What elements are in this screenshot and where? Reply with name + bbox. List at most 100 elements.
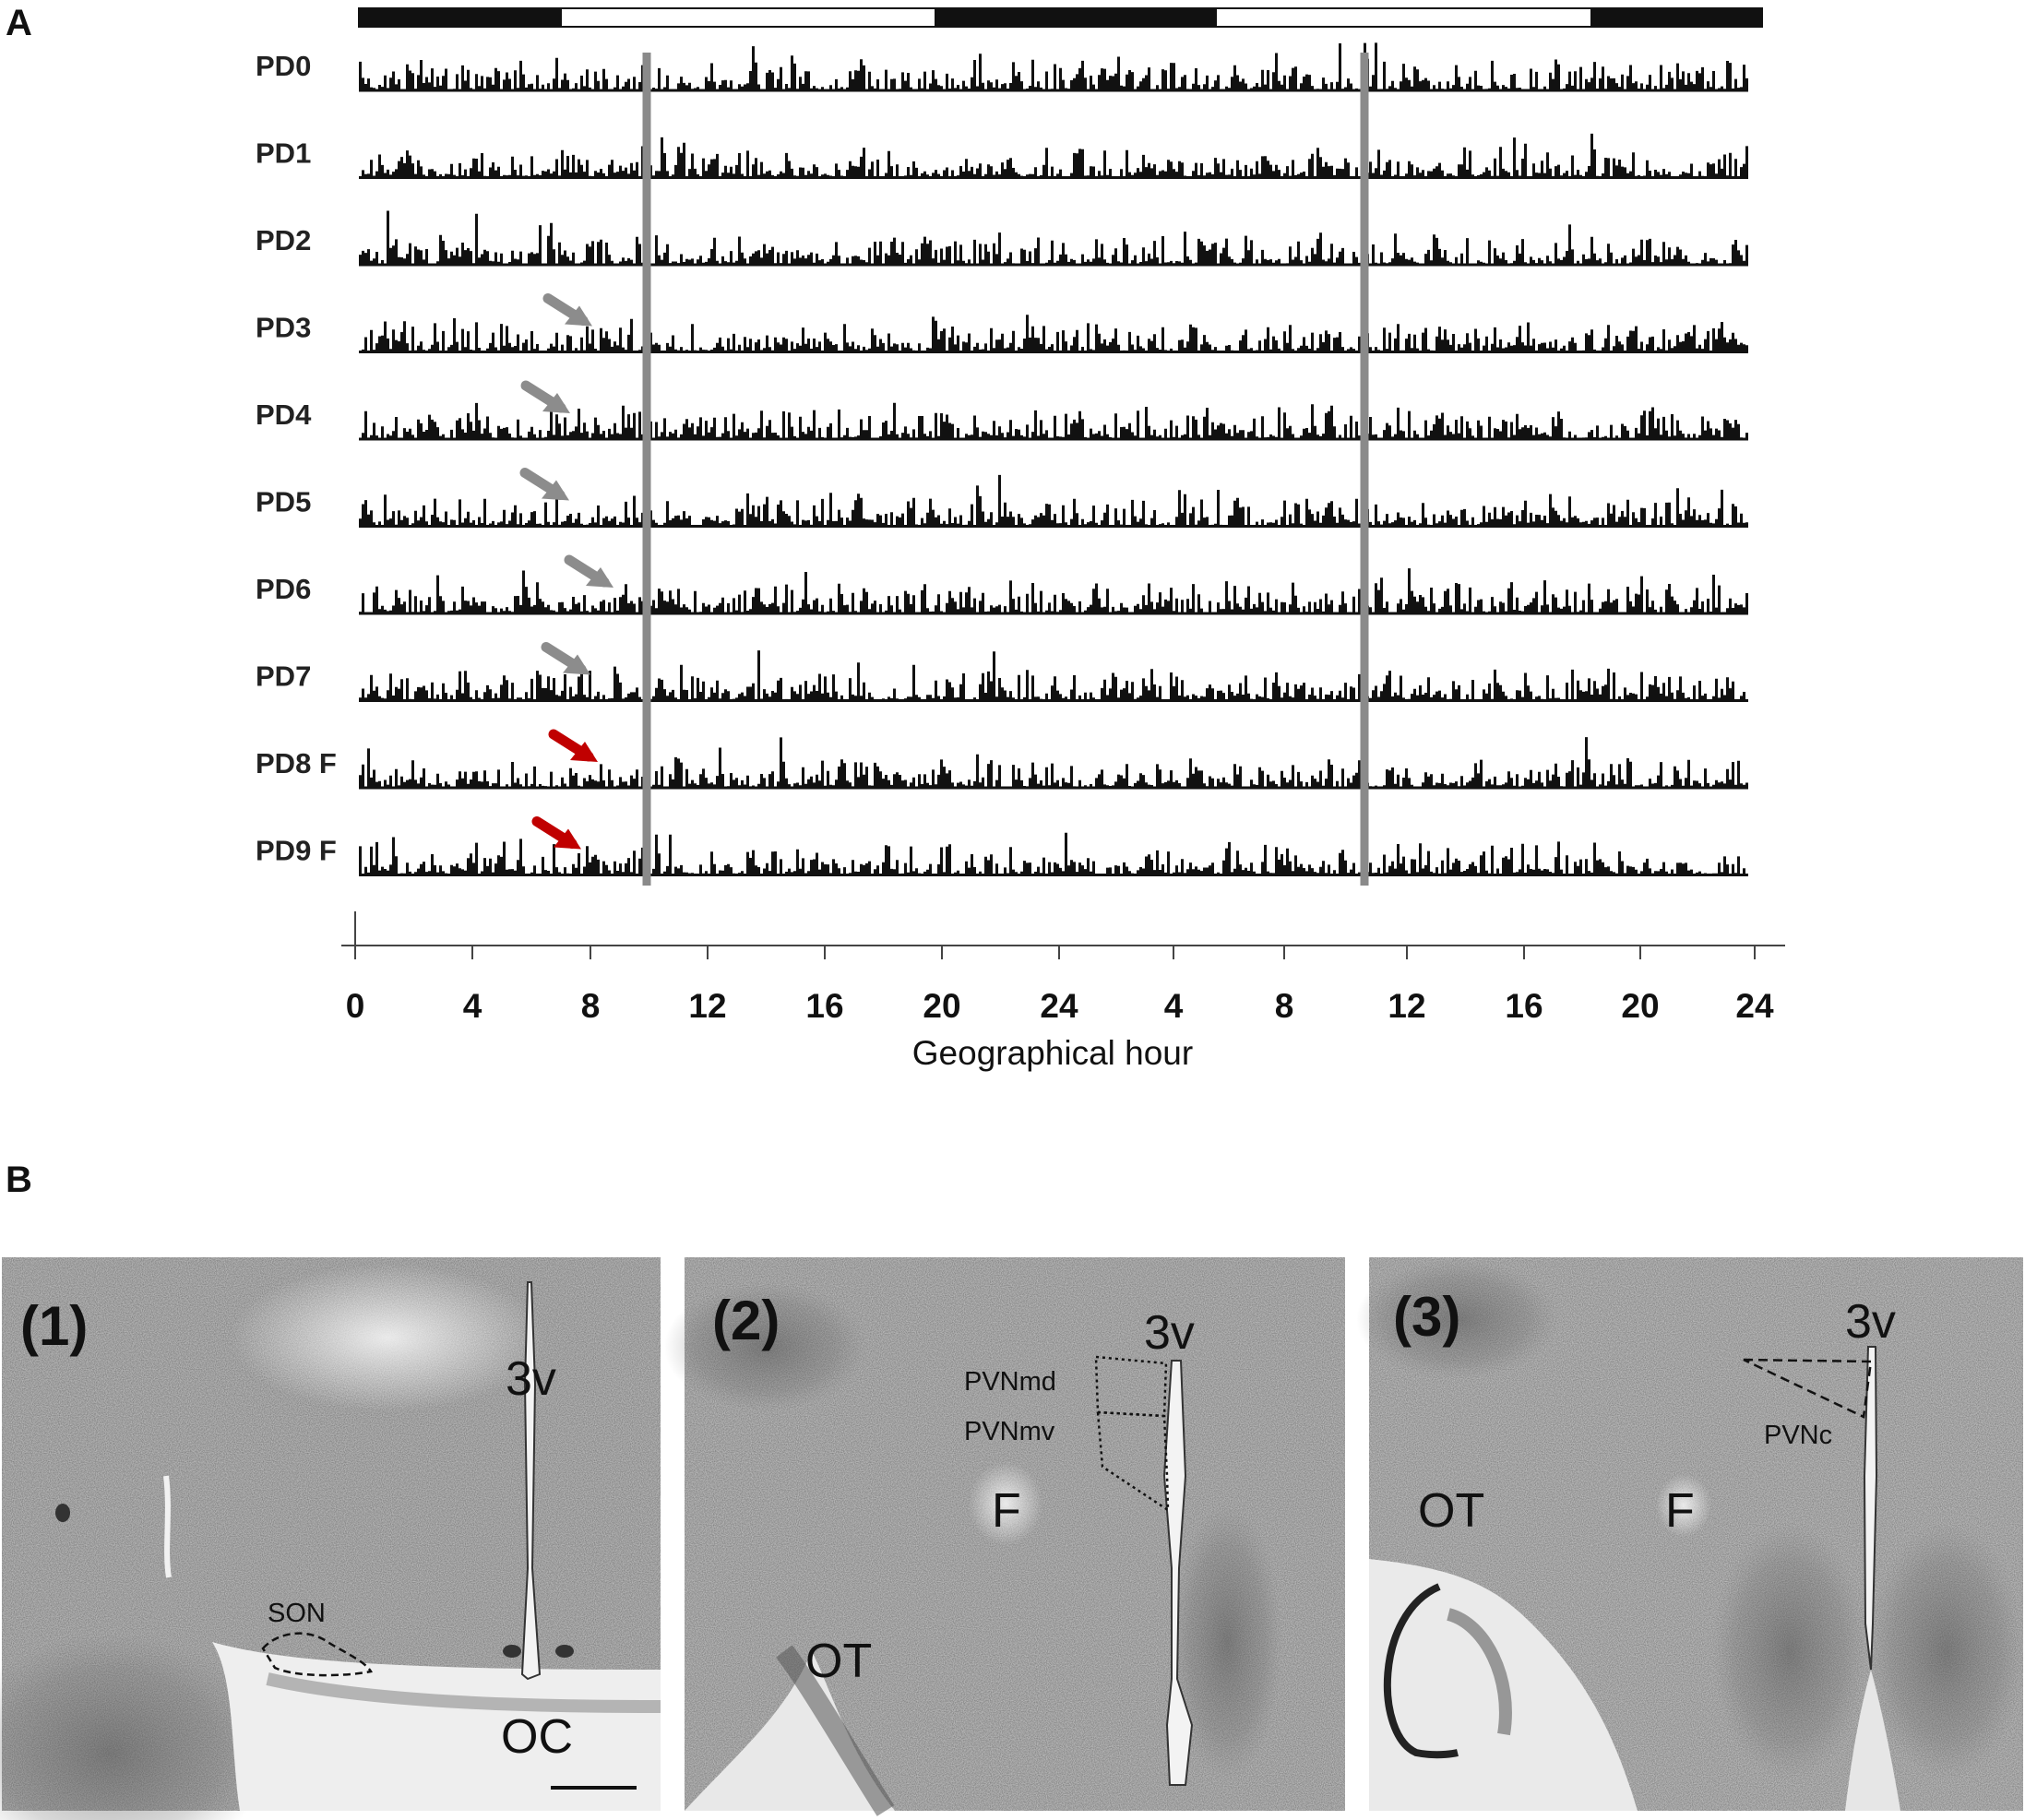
section-1-number: (1)	[20, 1295, 88, 1357]
activity-bars	[359, 650, 1748, 701]
optic-tract-3-band	[1446, 1608, 1512, 1736]
section-2-background-gap	[685, 1651, 895, 1811]
x-axis: 0 4 8 12 16 20 24 4 8 12 16 20 24 Geographical hour	[341, 911, 1785, 1072]
panel-b-letter: B	[6, 1160, 32, 1200]
row-label: PD7	[256, 660, 311, 693]
hippocampal-edge	[1383, 1583, 1459, 1759]
x-tick-label: 8	[1275, 987, 1294, 1025]
actogram-row: PD5	[256, 468, 1748, 528]
actogram-row: PD7	[256, 642, 1748, 702]
section-2-dark-region-top	[664, 1282, 867, 1411]
photoperiod-dark-segment	[358, 7, 562, 28]
activity-bars	[359, 42, 1748, 90]
label-son: SON	[268, 1599, 326, 1628]
section-1-vessel	[163, 1475, 172, 1578]
row-label: PD3	[256, 312, 311, 344]
x-tick-label: 16	[805, 987, 843, 1025]
section-3-dark-region-top	[1356, 1259, 1559, 1379]
activity-bars	[359, 568, 1748, 613]
x-tick-label: 12	[1388, 987, 1425, 1025]
label-f-section-3: F	[1665, 1484, 1695, 1538]
section-1-dark-spot-right	[555, 1645, 574, 1658]
actogram-row: PD9 F	[256, 816, 1748, 876]
activity-bars	[359, 210, 1748, 265]
actogram-row: PD4	[256, 380, 1748, 441]
label-3v-section-2: 3v	[1144, 1306, 1195, 1360]
arrow-red-head	[570, 742, 598, 762]
micrograph-section-3: (3) 3v PVNc OT F	[1356, 1257, 2025, 1811]
label-pvnc: PVNc	[1764, 1421, 1832, 1450]
section-3-dark-region-right	[1868, 1522, 2025, 1780]
x-tick-label: 24	[1735, 987, 1774, 1025]
activity-bars	[359, 474, 1748, 527]
third-ventricle-1	[520, 1281, 542, 1681]
section-1-dark-region	[0, 1633, 268, 1820]
fornix-2-region	[969, 1462, 1042, 1545]
x-axis-title: Geographical hour	[912, 1034, 1193, 1072]
label-ot-section-3: OT	[1418, 1484, 1484, 1538]
arrow-gray-head	[542, 393, 570, 413]
arrow-gray-head	[563, 654, 590, 675]
x-tick-label: 16	[1505, 987, 1543, 1025]
actogram-row: PD3	[256, 293, 1748, 353]
activity-bars	[359, 737, 1748, 788]
section-3-midline-gap	[1845, 1670, 1900, 1811]
label-ot-section-2: OT	[805, 1635, 872, 1688]
x-tick-label: 20	[923, 987, 960, 1025]
arrow-gray-head	[586, 567, 613, 588]
actogram-row: PD2	[256, 210, 1748, 267]
row-label: PD6	[256, 573, 311, 605]
section-2-number: (2)	[712, 1290, 780, 1351]
row-label: PD9 F	[256, 835, 337, 867]
optic-tract-2-band	[776, 1645, 895, 1816]
photoperiod-dark-segment	[1590, 7, 1763, 28]
section-1-dark-spot-left	[503, 1645, 521, 1658]
actogram-row: PD1	[256, 126, 1748, 179]
actogram-row: PD8 F	[256, 729, 1748, 790]
light-dark-bar	[358, 7, 1763, 28]
actogram-row: PD6	[256, 554, 1748, 615]
actogram-row: PD0	[256, 42, 1748, 92]
pvnc-outline	[1743, 1358, 1873, 1419]
third-ventricle-3	[1863, 1346, 1878, 1671]
section-2-dark-region-right	[1172, 1504, 1282, 1780]
section-1-vessel-dot	[55, 1504, 70, 1522]
row-label: PD2	[256, 224, 311, 256]
actogram-rows: PD0 PD1 PD2 PD3 PD4 PD5 PD6 PD7 PD8 F PD9 F	[256, 42, 1748, 886]
label-pvnmv: PVNmv	[964, 1417, 1055, 1446]
x-tick-label: 8	[581, 987, 601, 1025]
activity-bars	[359, 832, 1748, 875]
son-outline	[261, 1632, 373, 1677]
arrow-red-head	[554, 828, 581, 850]
x-tick-label: 20	[1621, 987, 1659, 1025]
row-label: PD0	[256, 50, 311, 82]
section-3-dark-region-left	[1711, 1522, 1868, 1780]
label-f-section-2: F	[992, 1484, 1021, 1538]
x-tick-label: 0	[346, 987, 365, 1025]
optic-chiasm-band	[266, 1672, 661, 1713]
third-ventricle-2	[1162, 1360, 1194, 1786]
label-3v-section-1: 3v	[506, 1352, 556, 1406]
x-tick-label: 4	[1164, 987, 1184, 1025]
micrograph-section-2: (2) 3v PVNmd PVNmv F OT	[664, 1257, 1345, 1816]
section-3-number: (3)	[1393, 1286, 1460, 1348]
photoperiod-dark-segment	[935, 7, 1217, 28]
x-tick-label: 24	[1040, 987, 1078, 1025]
panel-a-letter: A	[6, 3, 32, 43]
photoperiod-light-segment	[560, 7, 936, 28]
photoperiod-light-segment	[1215, 7, 1592, 28]
row-label: PD4	[256, 398, 312, 431]
micrograph-section-1: (1) 3v SON OC	[0, 1257, 661, 1820]
row-label: PD5	[256, 486, 311, 518]
panel-a: A PD0 PD1 PD2 PD3 PD4 PD5 PD6 PD7 PD8 F PD9 F 0 4 8…	[6, 3, 1785, 1072]
arrow-gray-head	[565, 305, 592, 327]
row-label: PD8 F	[256, 747, 337, 779]
fornix-3-region	[1656, 1474, 1711, 1537]
x-tick-label: 4	[463, 987, 482, 1025]
activity-bars	[359, 402, 1748, 439]
label-oc: OC	[501, 1710, 573, 1764]
label-pvnmd: PVNmd	[964, 1367, 1056, 1397]
panel-b: B (1) 3v SON OC	[0, 1160, 2025, 1820]
x-tick-label: 12	[688, 987, 726, 1025]
